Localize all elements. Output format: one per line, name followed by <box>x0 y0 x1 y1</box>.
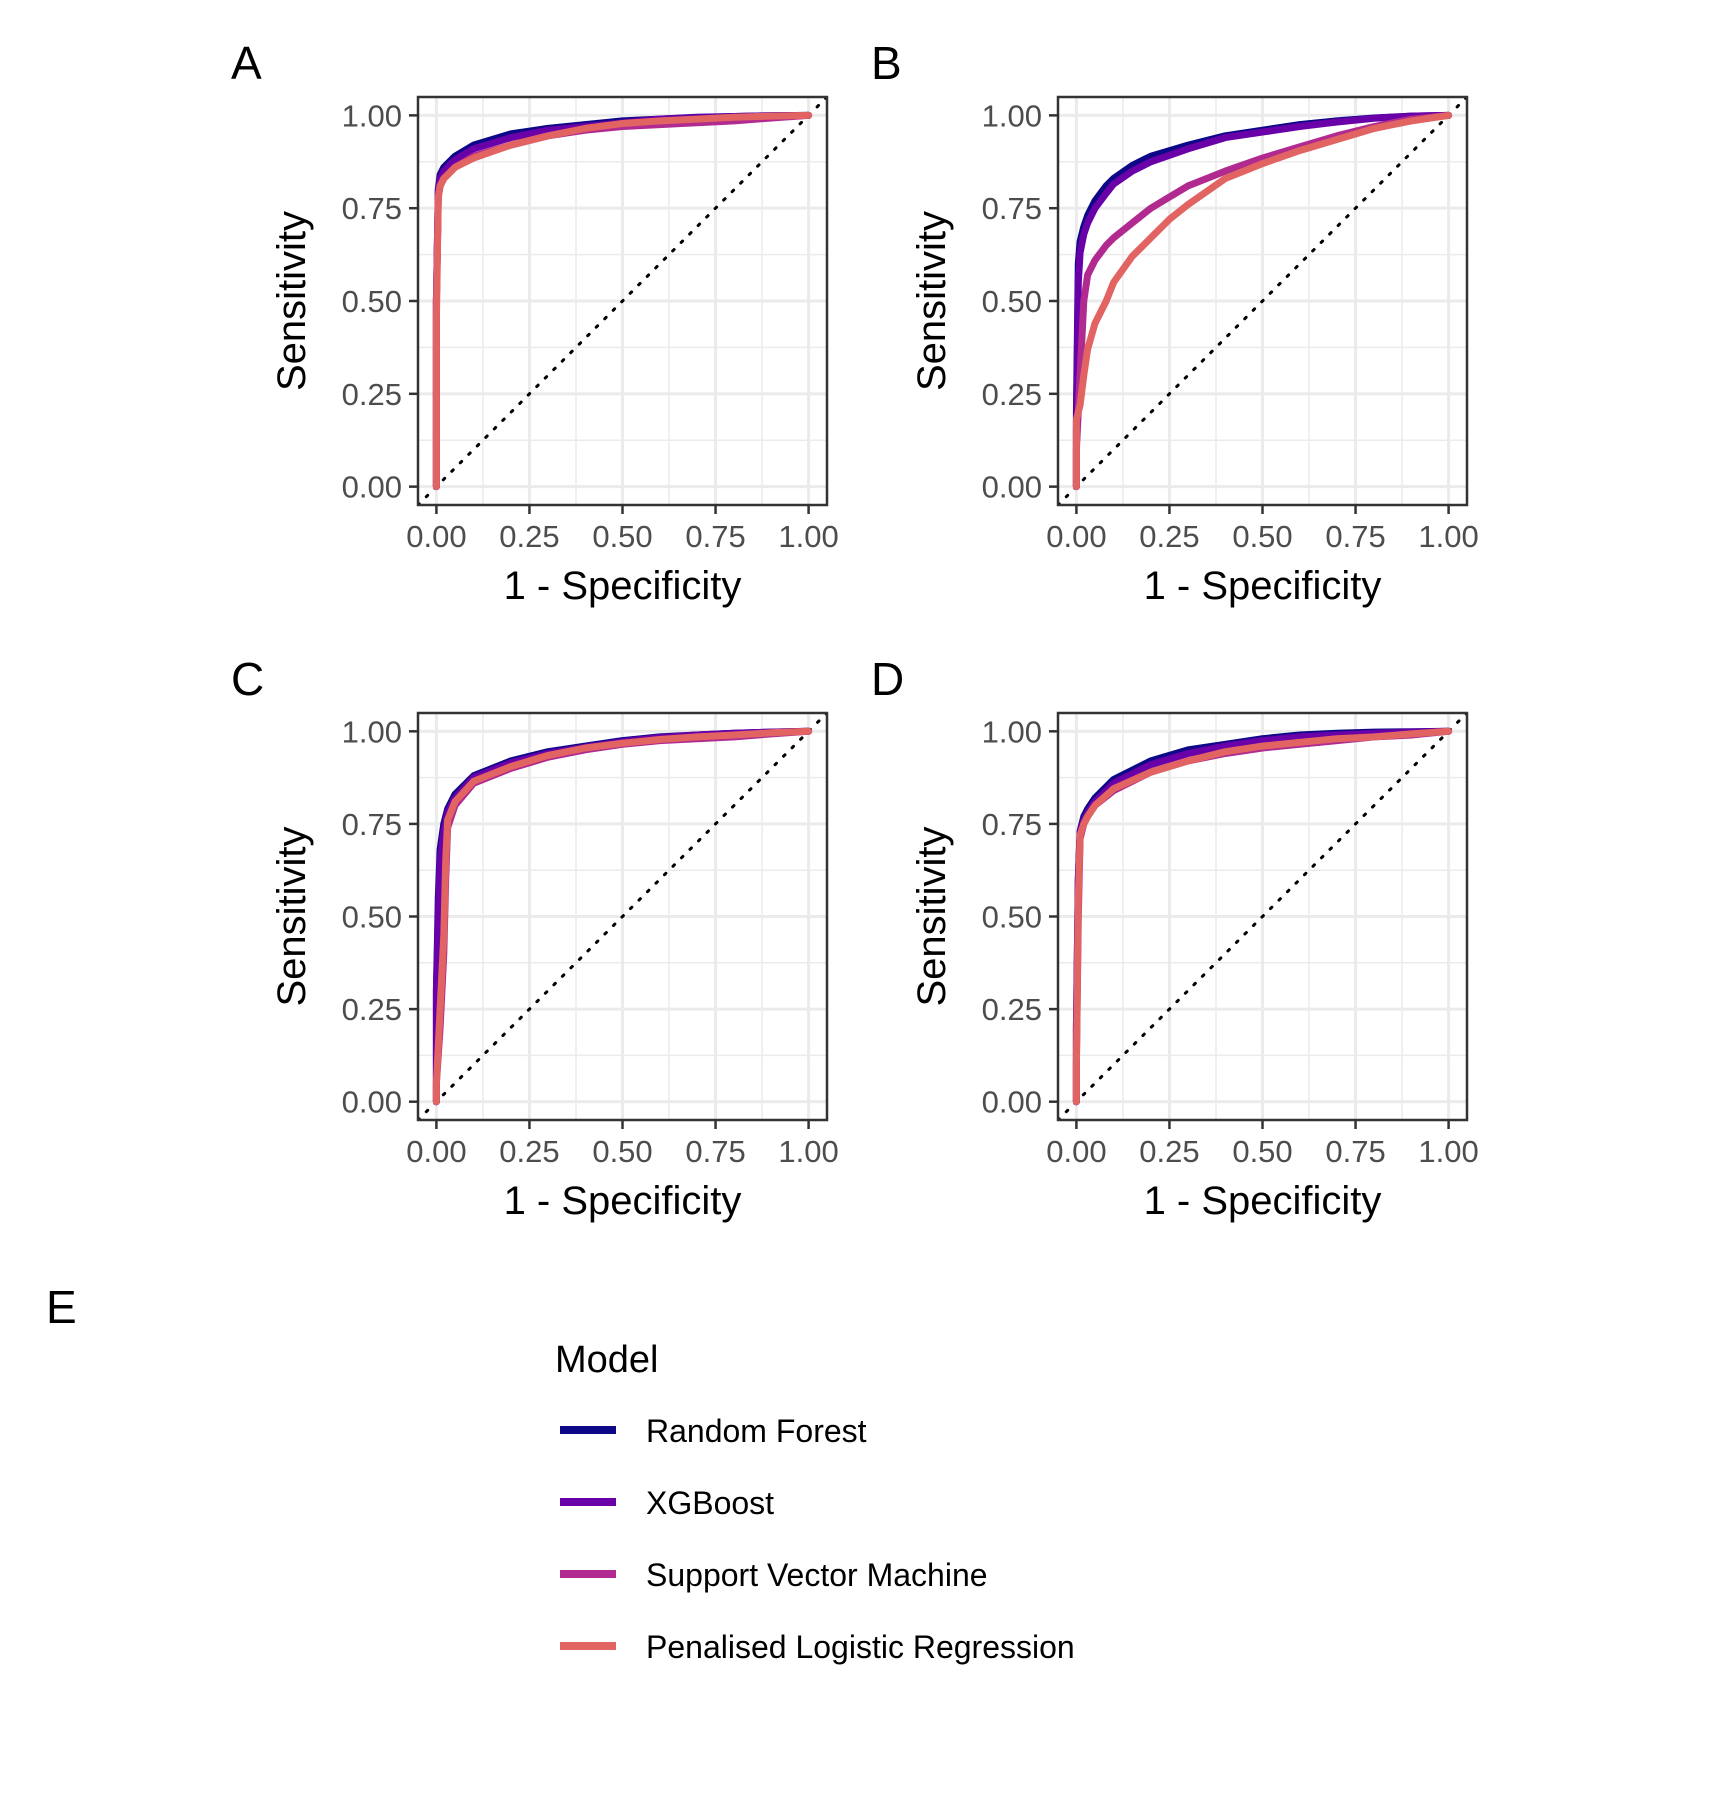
series-lines <box>432 727 813 1106</box>
y-tick-label: 0.25 <box>342 992 402 1027</box>
x-tick-label: 1.00 <box>778 1134 838 1169</box>
x-tick-label: 0.75 <box>685 1134 745 1169</box>
legend-item: Support Vector Machine <box>560 1557 988 1593</box>
y-axis-title: Sensitivity <box>270 826 314 1006</box>
x-tick-label: 0.75 <box>1325 1134 1385 1169</box>
y-tick-label: 0.50 <box>342 284 402 319</box>
y-tick-label: 0.75 <box>342 191 402 226</box>
y-tick-label: 0.25 <box>982 992 1042 1027</box>
x-tick-label: 1.00 <box>1418 1134 1478 1169</box>
reference-diagonal <box>1058 97 1467 505</box>
series-lines <box>432 111 813 491</box>
roc-curve-penalised-logistic-regression <box>432 111 813 491</box>
roc-curve-xgboost <box>1072 111 1453 491</box>
x-tick-label: 0.00 <box>1046 1134 1106 1169</box>
panel-letter-d: D <box>871 653 904 705</box>
y-tick-label: 1.00 <box>982 98 1042 133</box>
y-axis-title: Sensitivity <box>910 826 954 1006</box>
legend-items: Random Forest XGBoost Support Vector Machi… <box>560 1413 1075 1665</box>
legend-item: Penalised Logistic Regression <box>560 1629 1075 1665</box>
y-tick-label: 1.00 <box>342 714 402 749</box>
x-axis-title: 1 - Specificity <box>1144 564 1382 608</box>
x-axis-title: 1 - Specificity <box>504 564 742 608</box>
panel-c: 0.00 0.25 0.50 0.75 1.00 0.00 0.25 0.50 0.75 1.00… <box>231 653 839 1223</box>
x-tick-label: 0.00 <box>406 519 466 554</box>
legend-label: Random Forest <box>646 1413 867 1449</box>
legend-item: XGBoost <box>560 1485 774 1521</box>
roc-panels: 0.00 0.25 0.50 0.75 1.00 0.00 0.25 0.50 0.75 1.00… <box>231 37 1479 1223</box>
panel-a: 0.00 0.25 0.50 0.75 1.00 0.00 0.25 0.50 0.75 1.00… <box>231 37 839 608</box>
legend: E Model Random Forest XGBoost Support Vect… <box>46 1281 1075 1665</box>
x-tick-label: 0.25 <box>499 1134 559 1169</box>
y-tick-label: 1.00 <box>342 98 402 133</box>
y-tick-label: 0.00 <box>342 470 402 505</box>
reference-diagonal <box>1058 713 1467 1120</box>
panel-letter-c: C <box>231 653 264 705</box>
series-lines <box>1072 111 1453 491</box>
y-tick-label: 1.00 <box>982 714 1042 749</box>
roc-curve-penalised-logistic-regression <box>1072 111 1453 491</box>
x-tick-label: 0.50 <box>592 1134 652 1169</box>
y-tick-label: 0.00 <box>342 1085 402 1120</box>
x-axis-title: 1 - Specificity <box>1144 1179 1382 1223</box>
roc-curve-penalised-logistic-regression <box>1072 727 1453 1106</box>
panel-b: 0.00 0.25 0.50 0.75 1.00 0.00 0.25 0.50 0.75 1.00… <box>871 37 1479 608</box>
legend-item: Random Forest <box>560 1413 867 1449</box>
y-tick-label: 0.00 <box>982 1085 1042 1120</box>
x-tick-label: 0.00 <box>406 1134 466 1169</box>
y-tick-label: 0.75 <box>982 191 1042 226</box>
y-tick-label: 0.25 <box>342 377 402 412</box>
x-tick-label: 0.25 <box>1139 1134 1199 1169</box>
legend-label: Penalised Logistic Regression <box>646 1629 1075 1665</box>
x-tick-label: 0.25 <box>1139 519 1199 554</box>
y-axis-title: Sensitivity <box>910 211 954 391</box>
y-tick-label: 0.50 <box>342 900 402 935</box>
x-tick-label: 0.75 <box>1325 519 1385 554</box>
x-tick-label: 0.50 <box>1232 1134 1292 1169</box>
panel-letter-e: E <box>46 1281 77 1333</box>
y-tick-label: 0.50 <box>982 900 1042 935</box>
legend-label: XGBoost <box>646 1485 774 1521</box>
panel-letter-b: B <box>871 37 902 89</box>
y-tick-label: 0.75 <box>982 807 1042 842</box>
panel-d: 0.00 0.25 0.50 0.75 1.00 0.00 0.25 0.50 0.75 1.00… <box>871 653 1479 1223</box>
y-tick-label: 0.00 <box>982 470 1042 505</box>
x-tick-label: 0.50 <box>1232 519 1292 554</box>
x-tick-label: 0.75 <box>685 519 745 554</box>
roc-curve-support-vector-machine <box>1072 111 1453 491</box>
y-tick-label: 0.50 <box>982 284 1042 319</box>
x-axis-title: 1 - Specificity <box>504 1179 742 1223</box>
y-axis-title: Sensitivity <box>270 211 314 391</box>
series-lines <box>1072 727 1453 1106</box>
legend-label: Support Vector Machine <box>646 1557 988 1593</box>
x-tick-label: 0.25 <box>499 519 559 554</box>
x-tick-label: 1.00 <box>1418 519 1478 554</box>
y-tick-label: 0.75 <box>342 807 402 842</box>
y-tick-label: 0.25 <box>982 377 1042 412</box>
reference-diagonal <box>418 713 827 1120</box>
roc-curve-penalised-logistic-regression <box>432 727 813 1106</box>
x-tick-label: 1.00 <box>778 519 838 554</box>
x-tick-label: 0.00 <box>1046 519 1106 554</box>
legend-title: Model <box>555 1339 659 1381</box>
panel-letter-a: A <box>231 37 262 89</box>
reference-diagonal <box>418 97 827 505</box>
x-tick-label: 0.50 <box>592 519 652 554</box>
